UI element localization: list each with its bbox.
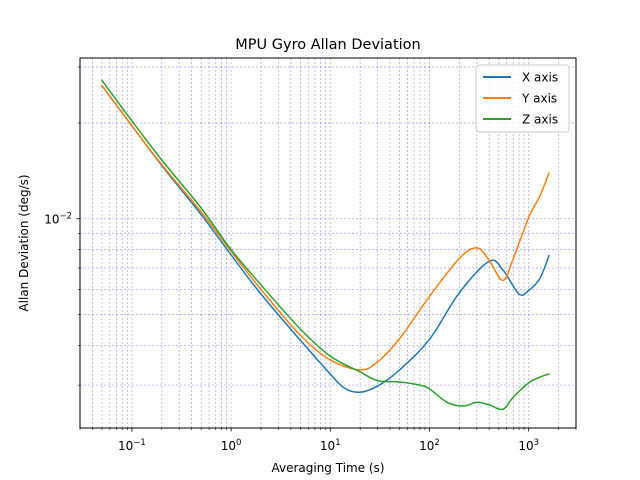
x-tick-label: 10−1 [118, 438, 146, 453]
x-tick-label: 100 [221, 438, 242, 453]
x-axis-label: Averaging Time (s) [271, 461, 384, 475]
series-line-x-axis [100, 84, 550, 394]
y-tick-label: 10−2 [44, 212, 72, 227]
legend-label-y-axis: Y axis [521, 92, 557, 106]
plot-frame [79, 57, 577, 429]
x-tick-label: 103 [518, 438, 539, 453]
legend-label-x-axis: X axis [522, 71, 558, 85]
legend: X axis Y axis Z axis [475, 64, 570, 133]
legend-box [475, 64, 570, 133]
chart-title: MPU Gyro Allan Deviation [235, 37, 420, 53]
series-line-y-axis [100, 84, 550, 371]
series-lines [100, 79, 550, 411]
grid [79, 58, 577, 428]
axis-ticks: 10−1 100 101 102 103 10−2 [44, 66, 577, 453]
x-tick-label: 102 [419, 438, 440, 453]
y-axis-label: Allan Deviation (deg/s) [17, 174, 31, 311]
series-line-z-axis [100, 79, 550, 411]
legend-label-z-axis: Z axis [522, 113, 558, 127]
x-tick-label: 101 [320, 438, 341, 453]
